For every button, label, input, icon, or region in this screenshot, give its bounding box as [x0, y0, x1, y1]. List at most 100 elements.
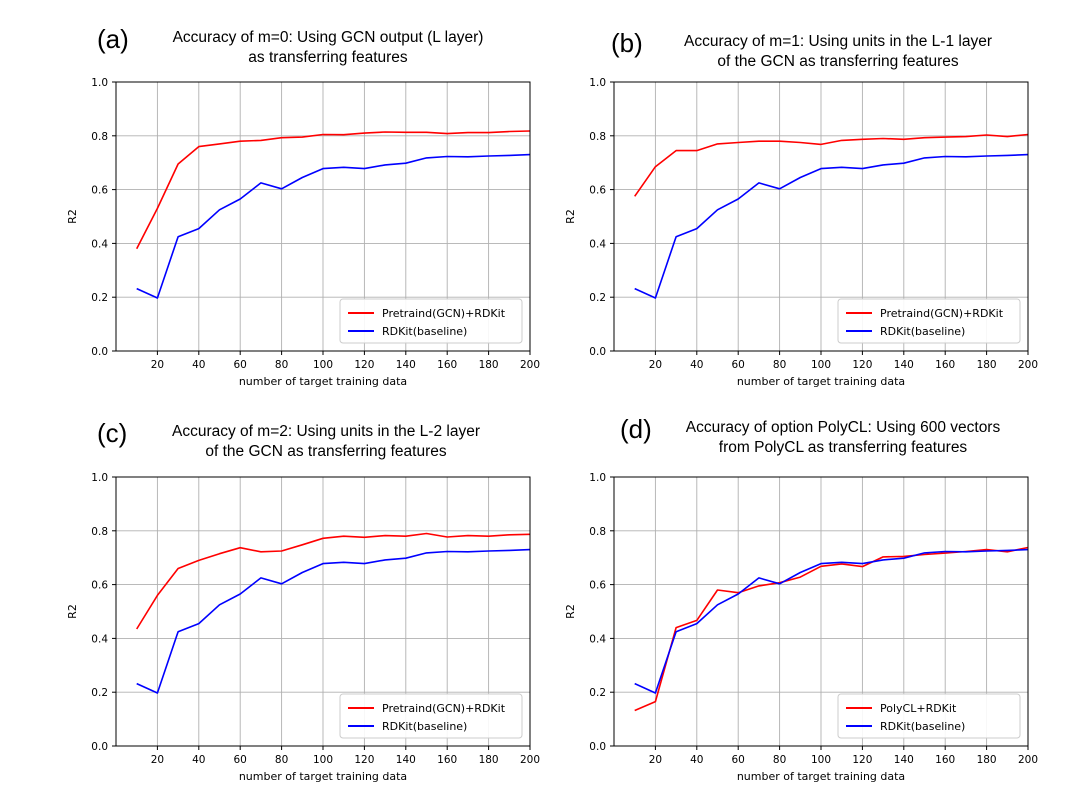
legend-box	[837, 298, 1021, 344]
series-line	[136, 548, 531, 694]
y-tick-label: 1.0	[91, 472, 108, 484]
y-tick-label: 1.0	[91, 77, 108, 89]
chart-title-line: Accuracy of option PolyCL: Using 600 vec…	[686, 419, 1001, 436]
x-tick-label: 140	[894, 754, 914, 766]
y-tick-label: 0.6	[589, 580, 606, 592]
x-axis-label: number of target training data	[239, 770, 407, 783]
y-tick-label: 0.0	[91, 346, 108, 358]
x-tick-label: 200	[520, 359, 540, 371]
legend-label: Pretraind(GCN)+RDKit	[382, 702, 506, 715]
legend: Pretraind(GCN)+RDKit RDKit(baseline)	[339, 298, 523, 344]
chart-title-line: as transferring features	[248, 49, 408, 66]
chart-title-line: of the GCN as transferring features	[205, 443, 446, 460]
x-tick-label: 60	[234, 359, 247, 371]
x-tick-label: 100	[313, 754, 333, 766]
x-tick-label: 140	[396, 359, 416, 371]
panel-label: (d)	[620, 414, 652, 444]
legend-label: Pretraind(GCN)+RDKit	[382, 307, 506, 320]
y-tick-label: 0.8	[589, 526, 606, 538]
x-tick-label: 100	[313, 359, 333, 371]
y-tick-label: 0.6	[589, 185, 606, 197]
chart-title-line: Accuracy of m=2: Using units in the L-2 …	[172, 423, 480, 440]
y-tick-label: 0.8	[589, 131, 606, 143]
series-line	[634, 546, 1029, 712]
chart-title-line: of the GCN as transferring features	[717, 53, 958, 70]
x-tick-label: 200	[1018, 359, 1038, 371]
chart-panel-d: (d) Accuracy of option PolyCL: Using 600 …	[564, 414, 1038, 783]
x-tick-label: 40	[690, 754, 703, 766]
y-axis-label: R2	[564, 604, 577, 619]
series-line	[634, 133, 1029, 197]
x-tick-label: 20	[649, 359, 662, 371]
legend-label: Pretraind(GCN)+RDKit	[880, 307, 1004, 320]
y-tick-label: 0.0	[91, 741, 108, 753]
x-tick-label: 20	[649, 754, 662, 766]
legend-label: PolyCL+RDKit	[880, 702, 957, 715]
y-axis-label: R2	[66, 604, 79, 619]
legend-box	[339, 298, 523, 344]
x-tick-label: 100	[811, 359, 831, 371]
x-tick-label: 60	[234, 754, 247, 766]
x-tick-label: 160	[935, 754, 955, 766]
legend: Pretraind(GCN)+RDKit RDKit(baseline)	[339, 693, 523, 739]
chart-title-line: Accuracy of m=1: Using units in the L-1 …	[684, 33, 992, 50]
legend-box	[837, 693, 1021, 739]
x-tick-label: 20	[151, 359, 164, 371]
y-tick-label: 0.4	[589, 633, 606, 645]
x-tick-label: 180	[977, 359, 997, 371]
x-axis-label: number of target training data	[737, 770, 905, 783]
y-tick-label: 0.8	[91, 131, 108, 143]
y-tick-label: 0.0	[589, 346, 606, 358]
y-tick-label: 0.2	[91, 687, 108, 699]
series-line	[634, 548, 1029, 694]
y-tick-label: 0.4	[91, 633, 108, 645]
x-tick-label: 180	[977, 754, 997, 766]
panel-label: (b)	[611, 28, 643, 58]
chart-title-line: from PolyCL as transferring features	[719, 439, 968, 456]
y-tick-label: 0.2	[589, 687, 606, 699]
x-tick-label: 200	[1018, 754, 1038, 766]
x-tick-label: 120	[354, 359, 374, 371]
legend: Pretraind(GCN)+RDKit RDKit(baseline)	[837, 298, 1021, 344]
panel-label: (a)	[97, 24, 129, 54]
x-tick-label: 40	[192, 359, 205, 371]
y-tick-label: 0.6	[91, 580, 108, 592]
x-tick-label: 180	[479, 359, 499, 371]
x-tick-label: 120	[354, 754, 374, 766]
legend-box	[339, 693, 523, 739]
x-tick-label: 120	[852, 359, 872, 371]
y-tick-label: 0.0	[589, 741, 606, 753]
y-axis-label: R2	[66, 209, 79, 224]
x-tick-label: 160	[437, 754, 457, 766]
x-tick-label: 80	[773, 359, 786, 371]
x-tick-label: 80	[275, 359, 288, 371]
x-tick-label: 100	[811, 754, 831, 766]
x-tick-label: 20	[151, 754, 164, 766]
series-line	[135, 130, 531, 250]
x-tick-label: 40	[192, 754, 205, 766]
legend: PolyCL+RDKit RDKit(baseline)	[837, 693, 1021, 739]
chart-panel-b: (b) Accuracy of m=1: Using units in the L…	[564, 28, 1038, 388]
series-line	[136, 532, 531, 630]
y-tick-label: 0.8	[91, 526, 108, 538]
x-tick-label: 60	[732, 359, 745, 371]
y-tick-label: 0.4	[91, 238, 108, 250]
series-line	[136, 153, 531, 299]
x-tick-label: 200	[520, 754, 540, 766]
x-tick-label: 60	[732, 754, 745, 766]
chart-panel-a: (a) Accuracy of m=0: Using GCN output (L …	[66, 24, 540, 388]
x-axis-label: number of target training data	[239, 375, 407, 388]
y-tick-label: 1.0	[589, 472, 606, 484]
x-tick-label: 80	[773, 754, 786, 766]
y-tick-label: 0.2	[91, 292, 108, 304]
x-tick-label: 140	[396, 754, 416, 766]
series-line	[634, 153, 1029, 299]
x-tick-label: 120	[852, 754, 872, 766]
x-tick-label: 40	[690, 359, 703, 371]
y-tick-label: 0.6	[91, 185, 108, 197]
x-tick-label: 80	[275, 754, 288, 766]
legend-label: RDKit(baseline)	[382, 325, 467, 338]
y-tick-label: 1.0	[589, 77, 606, 89]
legend-label: RDKit(baseline)	[880, 325, 965, 338]
